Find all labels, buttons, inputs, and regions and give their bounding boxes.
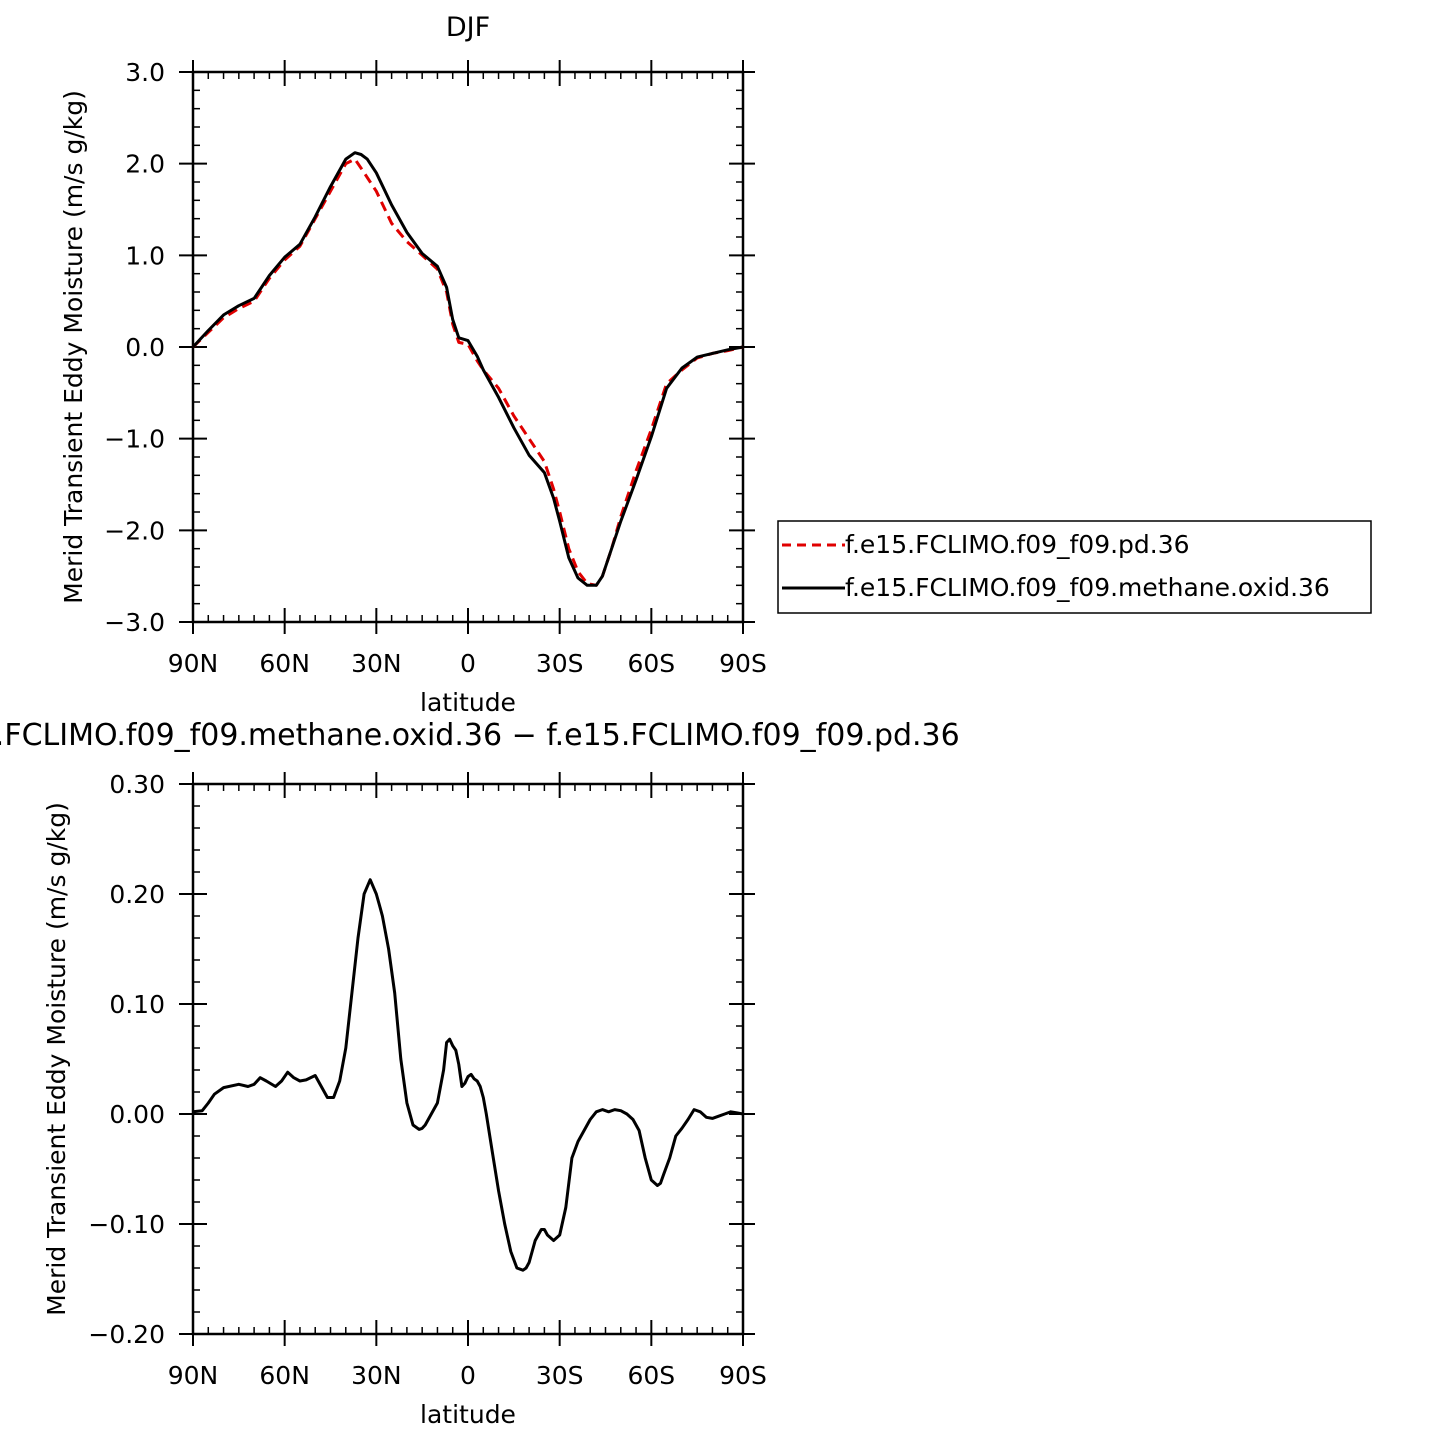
top-y-tick-label: 3.0: [125, 58, 165, 87]
top-y-tick-label: −2.0: [104, 516, 165, 545]
bottom-y-tick-label: −0.10: [88, 1210, 165, 1239]
bottom-x-axis-label: latitude: [420, 1400, 516, 1429]
bottom-plot-frame: [191, 782, 745, 1336]
bottom-chart: f.e15.FCLIMO.f09_f09.methane.oxid.36 − f…: [0, 718, 960, 1429]
top-chart: DJF 90N 60N 30N 0 30S 60S 90S 3.0 2.0 1.0 0.0 −1.0 −…: [59, 12, 1372, 717]
top-x-tick-label: 60S: [627, 649, 675, 678]
top-x-tick-label: 30N: [351, 649, 402, 678]
legend-label-pd: f.e15.FCLIMO.f09_f09.pd.36: [845, 530, 1190, 559]
bottom-y-tick-label: 0.10: [109, 990, 165, 1019]
top-x-tick-label: 90N: [168, 649, 219, 678]
top-x-axis-label: latitude: [420, 688, 516, 717]
bottom-x-tick-label: 60N: [259, 1361, 310, 1390]
bottom-x-tick-label: 30S: [536, 1361, 584, 1390]
bottom-y-tick-label: −0.20: [88, 1320, 165, 1349]
bottom-x-tick-label: 90S: [719, 1361, 767, 1390]
top-series-line-0: [191, 157, 744, 587]
legend-label-methane: f.e15.FCLIMO.f09_f09.methane.oxid.36: [845, 573, 1330, 602]
bottom-x-tick-label: 0: [460, 1361, 476, 1390]
bottom-series-line-0: [192, 878, 744, 1272]
bottom-x-tick-label: 60S: [627, 1361, 675, 1390]
top-x-tick-label: 30S: [536, 649, 584, 678]
bottom-x-tick-label: 90N: [168, 1361, 219, 1390]
top-x-tick-label: 60N: [259, 649, 310, 678]
bottom-y-axis-label: Merid Transient Eddy Moisture (m/s g/kg): [42, 802, 71, 1316]
top-y-tick-label: 1.0: [125, 241, 165, 270]
legend: f.e15.FCLIMO.f09_f09.pd.36 f.e15.FCLIMO.…: [777, 520, 1372, 614]
bottom-y-tick-label: 0.20: [109, 880, 165, 909]
top-y-tick-label: 2.0: [125, 150, 165, 179]
bottom-y-tick-label: 0.00: [109, 1100, 165, 1129]
bottom-y-tick-label: 0.30: [109, 770, 165, 799]
bottom-chart-title: f.e15.FCLIMO.f09_f09.methane.oxid.36 − f…: [0, 718, 960, 753]
top-series-line-1: [191, 151, 744, 587]
top-chart-title: DJF: [446, 12, 490, 43]
legend-box: [777, 520, 1372, 614]
top-y-tick-label: −1.0: [104, 425, 165, 454]
top-y-tick-label: 0.0: [125, 333, 165, 362]
bottom-plot-area: 90N 60N 30N 0 30S 60S 90S 0.30 0.20 0.10 0.00 −0.10…: [88, 770, 766, 1390]
top-x-tick-label: 0: [460, 649, 476, 678]
top-y-axis-label: Merid Transient Eddy Moisture (m/s g/kg): [59, 90, 88, 604]
top-y-tick-label: −3.0: [104, 608, 165, 637]
top-x-tick-label: 90S: [719, 649, 767, 678]
top-plot-area: 90N 60N 30N 0 30S 60S 90S 3.0 2.0 1.0 0.0 −1.0 −2.0 −…: [104, 58, 767, 678]
bottom-x-tick-label: 30N: [351, 1361, 402, 1390]
